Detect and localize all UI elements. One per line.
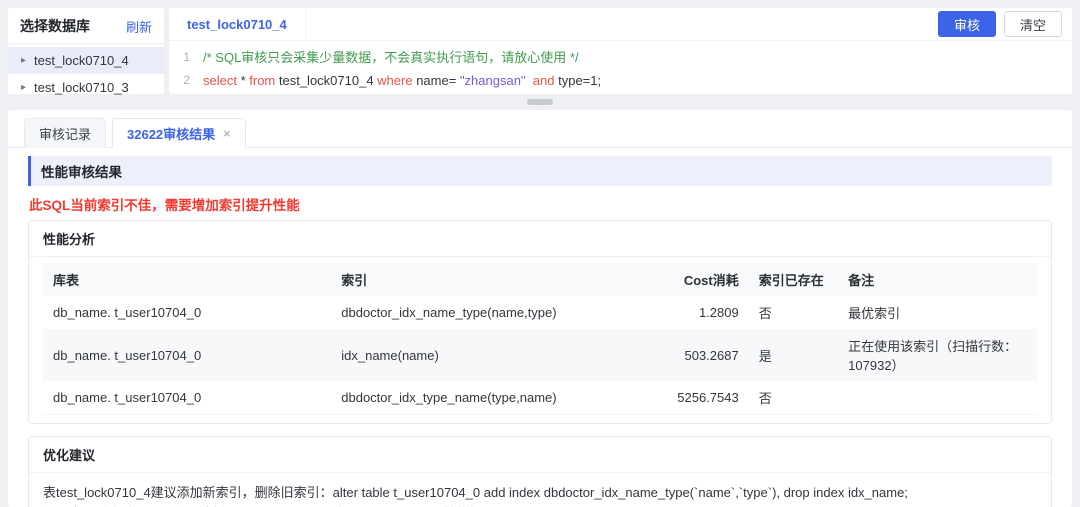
- sql-text: *: [236, 73, 250, 88]
- sql-statement: select * from test_lock0710_4 where name…: [203, 69, 601, 92]
- table-cell: 是: [748, 329, 839, 381]
- table-row: db_name. t_user10704_0 idx_name(name) 50…: [43, 329, 1037, 381]
- code-line-1: 1 /* SQL审核只会采集少量数据，不会真实执行语句，请放心使用 */: [169, 46, 1072, 69]
- result-tabs: 审核记录 32622审核结果 ×: [8, 110, 1072, 148]
- table-row: db_name. t_user10704_0 dbdoctor_idx_name…: [43, 296, 1037, 329]
- table-cell: db_name. t_user10704_0: [43, 329, 332, 381]
- sql-string: "zhangsan": [459, 73, 526, 88]
- table-cell: 1.2809: [698, 305, 739, 320]
- table-row: db_name. t_user10704_0 dbdoctor_idx_type…: [43, 381, 1037, 415]
- sql-keyword: from: [249, 73, 276, 88]
- code-line-2: 2 select * from test_lock0710_4 where na…: [169, 69, 1072, 92]
- line-number: 1: [183, 50, 190, 64]
- table-cell: 正在使用该索引（扫描行数：107932）: [838, 329, 1037, 381]
- close-icon[interactable]: ×: [223, 126, 231, 141]
- database-panel-header: 选择数据库 刷新: [8, 8, 164, 44]
- column-header-cost: Cost消耗: [659, 263, 749, 296]
- table-cell: idx_name(name): [331, 329, 660, 381]
- suggestion-line: 表test_lock0710_4建议添加新索引，删除旧索引：alter tabl…: [43, 485, 908, 500]
- table-cell: dbdoctor_idx_name_type(name,type): [341, 305, 557, 320]
- tab-label: 审核记录: [39, 127, 92, 142]
- performance-section-header: 性能审核结果: [28, 156, 1052, 186]
- sql-comment: /* SQL审核只会采集少量数据，不会真实执行语句，请放心使用 */: [203, 50, 579, 65]
- database-panel-title: 选择数据库: [20, 18, 90, 34]
- top-area: 选择数据库 刷新 ▸ test_lock0710_4 ▸ test_lock07…: [0, 0, 1080, 95]
- editor-tab[interactable]: test_lock0710_4: [169, 8, 306, 40]
- sql-editor[interactable]: 1 /* SQL审核只会采集少量数据，不会真实执行语句，请放心使用 */ 2 s…: [169, 41, 1072, 94]
- caret-right-icon: ▸: [21, 81, 27, 93]
- editor-tab-label: test_lock0710_4: [187, 16, 287, 32]
- tab-label: 32622审核结果: [127, 127, 216, 142]
- suggestion-card-body: 表test_lock0710_4建议添加新索引，删除旧索引：alter tabl…: [29, 473, 1051, 507]
- table-cell: 否: [748, 381, 839, 415]
- clear-button[interactable]: 清空: [1003, 11, 1062, 37]
- sql-keyword: and: [532, 73, 555, 88]
- tree-item-label: test_lock0710_4: [34, 53, 129, 68]
- panel-splitter: [0, 94, 1080, 110]
- refresh-link[interactable]: 刷新: [125, 19, 152, 35]
- sql-text: name=: [412, 73, 460, 88]
- sql-editor-panel: test_lock0710_4 审核 清空 1 /* SQL审核只会采集少量数据…: [169, 8, 1072, 94]
- analysis-table-wrap: 库表 索引 Cost消耗 索引已存在 备注 db_name. t_user107…: [29, 257, 1051, 423]
- table-cell: [838, 381, 1037, 415]
- table-cell: 最优索引: [848, 306, 901, 321]
- analysis-table: 库表 索引 Cost消耗 索引已存在 备注 db_name. t_user107…: [43, 263, 1037, 415]
- tab-audit-result-32622[interactable]: 32622审核结果 ×: [112, 118, 246, 148]
- editor-tab-strip: test_lock0710_4 审核 清空: [169, 8, 1072, 41]
- table-cell: dbdoctor_idx_type_name(type,name): [331, 381, 660, 415]
- column-header-table: 库表: [43, 263, 332, 296]
- tree-item-label: test_lock0710_3: [34, 80, 129, 95]
- suggestion-card-title: 优化建议: [29, 437, 1051, 473]
- database-panel: 选择数据库 刷新 ▸ test_lock0710_4 ▸ test_lock07…: [8, 8, 164, 95]
- tree-item-test-lock0710-3[interactable]: ▸ test_lock0710_3: [8, 74, 164, 101]
- section-title: 性能审核结果: [41, 165, 122, 180]
- sql-text: [526, 73, 533, 88]
- audit-button[interactable]: 审核: [937, 11, 996, 37]
- sql-text: test_lock0710_4: [275, 73, 378, 88]
- column-header-note: 备注: [838, 263, 1037, 296]
- column-header-exists: 索引已存在: [748, 263, 839, 296]
- suggestion-line: 添加索引后会减少SQL代价消耗（Cost从503.2687降至1.2809），S…: [43, 503, 1037, 507]
- sql-keyword: select: [203, 73, 237, 88]
- performance-analysis-card: 性能分析 库表 索引 Cost消耗 索引已存在 备注 d: [28, 220, 1052, 424]
- sql-keyword: where: [377, 73, 413, 88]
- tree-item-test-lock0710-4[interactable]: ▸ test_lock0710_4: [8, 47, 164, 74]
- table-cell: 503.2687: [659, 329, 749, 381]
- tab-audit-records[interactable]: 审核记录: [24, 118, 107, 148]
- table-cell: db_name. t_user10704_0: [53, 305, 202, 320]
- analysis-card-title: 性能分析: [29, 221, 1051, 257]
- database-tree: ▸ test_lock0710_4 ▸ test_lock0710_3: [8, 44, 164, 101]
- table-header-row: 库表 索引 Cost消耗 索引已存在 备注: [43, 263, 1037, 296]
- table-cell: db_name. t_user10704_0: [43, 381, 332, 415]
- table-cell: 否: [758, 306, 772, 321]
- sql-text: type=1;: [554, 73, 602, 88]
- index-warning-text: 此SQL当前索引不佳，需要增加索引提升性能: [29, 198, 300, 213]
- column-header-index: 索引: [331, 263, 660, 296]
- drag-handle-icon[interactable]: [527, 99, 553, 105]
- optimization-suggestion-card: 优化建议 表test_lock0710_4建议添加新索引，删除旧索引：alter…: [28, 436, 1052, 507]
- table-cell: 5256.7543: [659, 381, 749, 415]
- audit-result-panel: 审核记录 32622审核结果 × 性能审核结果 此SQL当前索引不佳，需要增加索…: [8, 110, 1072, 507]
- caret-right-icon: ▸: [21, 54, 27, 66]
- line-number: 2: [183, 73, 190, 87]
